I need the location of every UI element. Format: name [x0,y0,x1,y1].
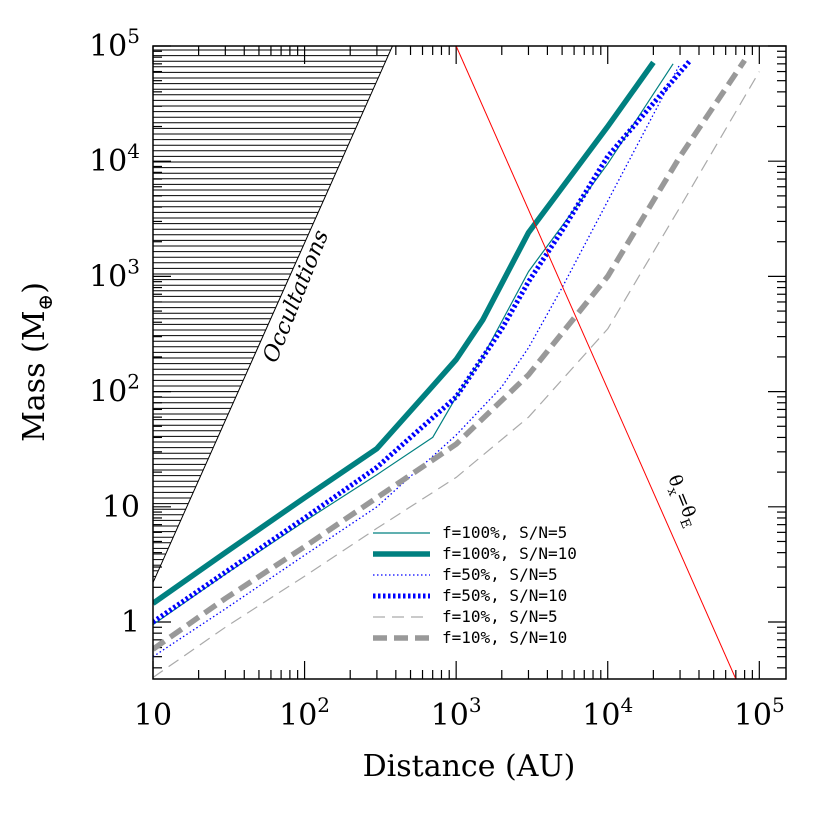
x-tick-label: 10 [134,698,172,733]
y-tick-label: 1 [121,605,140,640]
x-axis-label: Distance (AU) [363,749,576,784]
legend: f=100%, S/N=5 f=100%, S/N=10 f=50%, S/N=5 f… [373,523,577,647]
theta-line [455,46,737,679]
series-line-6 [153,58,747,652]
occultation-boundary-line [153,46,393,583]
plot-frame [152,45,787,680]
axis-ticks [152,45,786,679]
y-tick-label: 10 [102,490,140,525]
reference-lines [153,46,737,679]
y-tick-label: 102 [89,370,140,410]
x-tick-label: 102 [279,693,330,733]
y-tick-labels: 1 10 102 103 104 105 [89,24,140,640]
x-tick-label: 104 [582,693,633,733]
series-line-4 [153,58,693,625]
legend-label: f=100%, S/N=10 [442,544,577,563]
legend-label: f=10%, S/N=10 [442,628,567,647]
series-line-1 [153,63,674,626]
series-line-2 [153,60,656,606]
legend-label: f=10%, S/N=5 [442,607,558,626]
series-line-5 [153,71,760,678]
legend-label: f=100%, S/N=5 [442,523,567,542]
occultation-region-hatching [153,49,391,583]
x-tick-label: 103 [431,693,482,733]
y-tick-label: 103 [89,254,140,294]
x-tick-labels: 10 102 103 104 105 [134,693,785,733]
y-tick-label: 105 [89,24,140,64]
series-lines [153,58,760,678]
y-axis-label: Mass (M⊕) [17,282,57,442]
legend-label: f=50%, S/N=5 [442,565,558,584]
y-tick-label: 104 [89,139,140,179]
x-tick-label: 105 [734,693,785,733]
legend-label: f=50%, S/N=10 [442,586,567,605]
